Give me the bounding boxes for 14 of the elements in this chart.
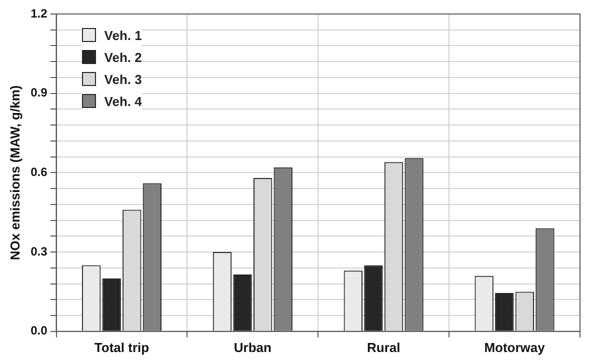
legend-label: Veh. 3 xyxy=(104,72,142,86)
legend-label: Veh. 4 xyxy=(104,94,142,108)
x-tick-label: Total trip xyxy=(94,340,150,355)
y-axis-title: NOx emissions (MAW, g/km) xyxy=(7,85,22,260)
legend-label: Veh. 1 xyxy=(104,28,142,42)
x-tick-label: Motorway xyxy=(484,340,546,355)
y-tick-label: 1.2 xyxy=(30,6,48,20)
x-tick-label: Rural xyxy=(366,340,400,355)
y-tick-label: 0.6 xyxy=(30,165,48,180)
x-tick-label: Urban xyxy=(234,340,272,355)
y-tick-label: 0.9 xyxy=(30,86,48,100)
y-tick-label: 0.0 xyxy=(30,324,48,338)
legend-label: Veh. 2 xyxy=(104,50,142,64)
y-tick-label: 0.3 xyxy=(30,244,48,258)
